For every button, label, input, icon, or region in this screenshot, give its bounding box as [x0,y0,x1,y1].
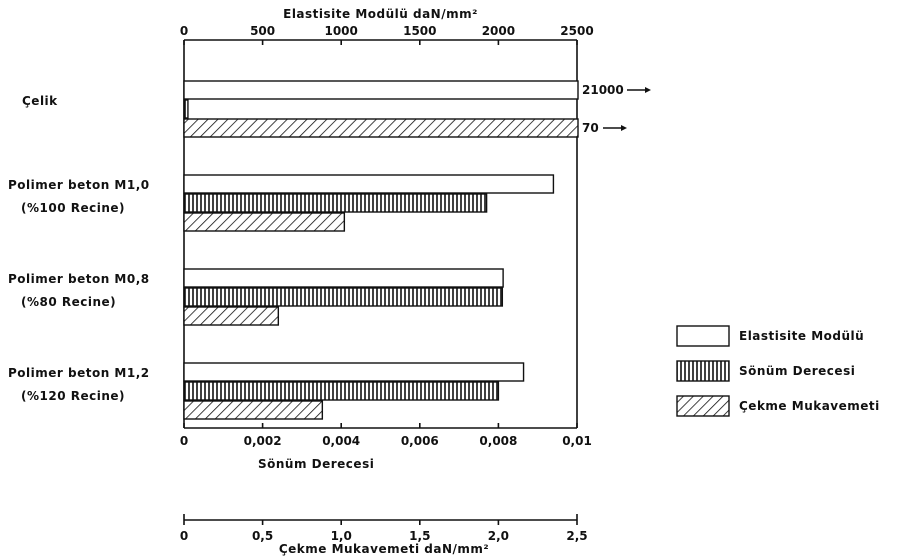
category-label: (%120 Recine) [21,389,125,403]
bottom-axis-tick-label: 0,004 [322,434,360,448]
second-bottom-axis-tick-label: 2,5 [566,529,587,543]
bottom-axis-title: Sönüm Derecesi [258,457,374,471]
legend-label: Elastisite Modülü [739,329,864,343]
bottom-axis-tick-label: 0,01 [562,434,592,448]
bottom-axis-tick-label: 0 [180,434,188,448]
bar-cekme-mukavemeti [183,212,346,232]
overflow-value-label: 70 [582,121,599,135]
bar-sonum-derecesi [183,99,189,119]
bar-sonum-derecesi [183,193,488,213]
top-axis-tick-label: 2000 [482,24,515,38]
top-axis-tick-label: 1500 [403,24,436,38]
overflow-value-label: 21000 [582,83,624,97]
bar-elastisite-modulu [183,174,555,194]
top-axis-tick-label: 0 [180,24,188,38]
legend-swatch [676,325,730,347]
top-axis-tick-label: 1000 [324,24,357,38]
category-label: (%80 Recine) [21,295,116,309]
bar-elastisite-modulu [183,80,579,100]
second-bottom-axis-tick-label: 1,0 [331,529,352,543]
overflow-arrow-head [621,125,627,131]
category-label: Çelik [22,94,58,108]
top-axis-title: Elastisite Modülü daN/mm² [283,7,478,21]
legend-swatch [676,395,730,417]
second-bottom-axis-title: Çekme Mukavemeti daN/mm² [279,542,489,556]
second-bottom-axis-tick-label: 0,5 [252,529,273,543]
category-label: (%100 Recine) [21,201,125,215]
second-bottom-axis-tick-label: 2,0 [488,529,509,543]
category-label: Polimer beton M1,0 [8,178,150,192]
category-label: Polimer beton M0,8 [8,272,150,286]
second-bottom-axis-tick-label: 0 [180,529,188,543]
legend-label: Çekme Mukavemeti [739,399,880,413]
bottom-axis-tick-label: 0,002 [244,434,282,448]
bottom-axis-tick-label: 0,006 [401,434,439,448]
legend-label: Sönüm Derecesi [739,364,855,378]
bottom-axis-tick-label: 0,008 [479,434,517,448]
bar-sonum-derecesi [183,381,500,401]
second-bottom-axis-tick-label: 1,5 [409,529,430,543]
bar-cekme-mukavemeti [183,400,324,420]
bar-cekme-mukavemeti [183,306,280,326]
bar-cekme-mukavemeti [183,118,579,138]
category-label: Polimer beton M1,2 [8,366,150,380]
bar-elastisite-modulu [183,268,504,288]
bar-elastisite-modulu [183,362,525,382]
overflow-arrow-head [645,87,651,93]
legend-swatch [676,360,730,382]
top-axis-tick-label: 2500 [560,24,593,38]
top-axis-tick-label: 500 [250,24,275,38]
bar-sonum-derecesi [183,287,504,307]
